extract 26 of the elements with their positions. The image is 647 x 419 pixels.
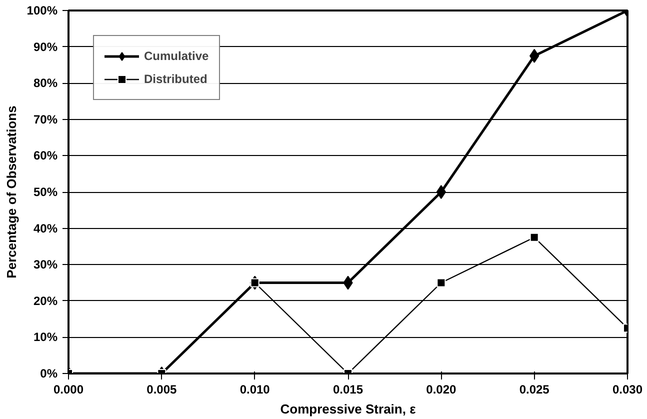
x-tick-label: 0.025	[519, 382, 550, 396]
x-tick-label: 0.015	[332, 382, 364, 396]
point	[530, 232, 539, 242]
x-tick-label: 0.020	[426, 382, 457, 396]
y-tick-label: 100%	[26, 4, 58, 18]
y-tick-label: 50%	[33, 185, 58, 199]
point	[436, 185, 446, 199]
y-tick-label: 70%	[33, 112, 58, 126]
y-tick-label: 20%	[33, 294, 58, 308]
y-tick-label: 0%	[40, 366, 58, 380]
x-tick-label: 0.010	[240, 382, 270, 396]
x-tick-label: 0.030	[612, 382, 643, 396]
y-tick-label: 30%	[33, 258, 58, 272]
y-tick-label: 10%	[33, 330, 58, 344]
point	[250, 278, 260, 288]
point	[436, 278, 446, 288]
x-tick-label: 0.000	[53, 382, 84, 396]
y-tick-label: 60%	[33, 148, 58, 163]
y-tick-label: 80%	[33, 76, 58, 90]
y-tick-label: 40%	[33, 221, 58, 236]
legend-label: Cumulative	[144, 49, 209, 63]
legend-label: Distributed	[144, 72, 208, 86]
x-tick-label: 0.005	[146, 382, 178, 396]
x-axis-title: Compressive Strain, ε	[280, 402, 416, 416]
y-axis-title: Percentage of Observations	[4, 106, 19, 278]
y-tick-label: 90%	[33, 40, 58, 54]
